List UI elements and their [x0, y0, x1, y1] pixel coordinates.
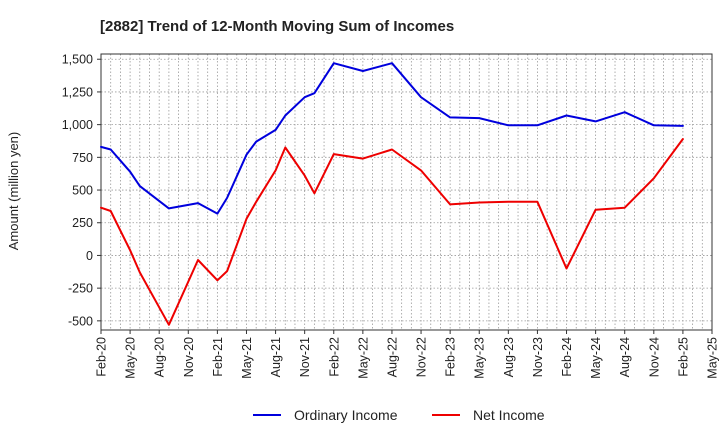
x-tick-label: Feb-24	[560, 337, 574, 377]
x-tick-label: Nov-24	[647, 337, 661, 377]
x-tick-label: May-20	[124, 337, 138, 379]
axis-layer: -500 -250 0 250 500 750 1,000 1,250 1,500 Feb-20 M…	[62, 53, 720, 379]
x-tick-label: Nov-23	[531, 337, 545, 377]
legend-label: Net Income	[473, 407, 545, 423]
x-tick-label: Aug-21	[269, 337, 283, 377]
x-tick-label: May-21	[240, 337, 254, 379]
y-tick-label: 750	[72, 151, 93, 165]
series-layer	[100, 62, 684, 326]
y-tick-label: -250	[68, 282, 93, 296]
y-tick-label: 1,250	[62, 85, 93, 99]
legend: Ordinary Income Net Income	[253, 407, 545, 423]
x-tick-label: Feb-21	[211, 337, 225, 377]
x-tick-label: Nov-20	[182, 337, 196, 377]
x-tick-label: Aug-22	[385, 337, 399, 377]
x-tick-label: May-25	[706, 337, 720, 379]
y-tick-label: 500	[72, 184, 93, 198]
x-tick-label: May-22	[356, 337, 370, 379]
x-tick-label: Nov-22	[415, 337, 429, 377]
x-tick-label: Feb-20	[95, 337, 109, 377]
x-tick-label: Aug-20	[153, 337, 167, 377]
plot-frame	[100, 53, 713, 331]
y-tick-label: 0	[86, 249, 93, 263]
legend-label: Ordinary Income	[294, 407, 398, 423]
x-tick-label: Aug-23	[502, 337, 516, 377]
chart-title: [2882] Trend of 12-Month Moving Sum of I…	[100, 18, 454, 35]
x-tick-label: Feb-23	[444, 337, 458, 377]
y-tick-label: -500	[68, 314, 93, 328]
x-tick-label: Nov-21	[298, 337, 312, 377]
grid-layer	[101, 54, 712, 330]
series-line-net-income	[100, 138, 684, 326]
x-tick-label: May-24	[589, 337, 603, 379]
x-tick-label: May-23	[473, 337, 487, 379]
y-axis-label: Amount (million yen)	[6, 132, 21, 251]
x-tick-label: Feb-25	[676, 337, 690, 377]
y-tick-label: 250	[72, 216, 93, 230]
x-tick-label: Aug-24	[618, 337, 632, 377]
x-tick-label: Feb-22	[327, 337, 341, 377]
y-tick-label: 1,000	[62, 118, 93, 132]
y-tick-label: 1,500	[62, 53, 93, 67]
series-line-ordinary-income	[100, 62, 684, 215]
